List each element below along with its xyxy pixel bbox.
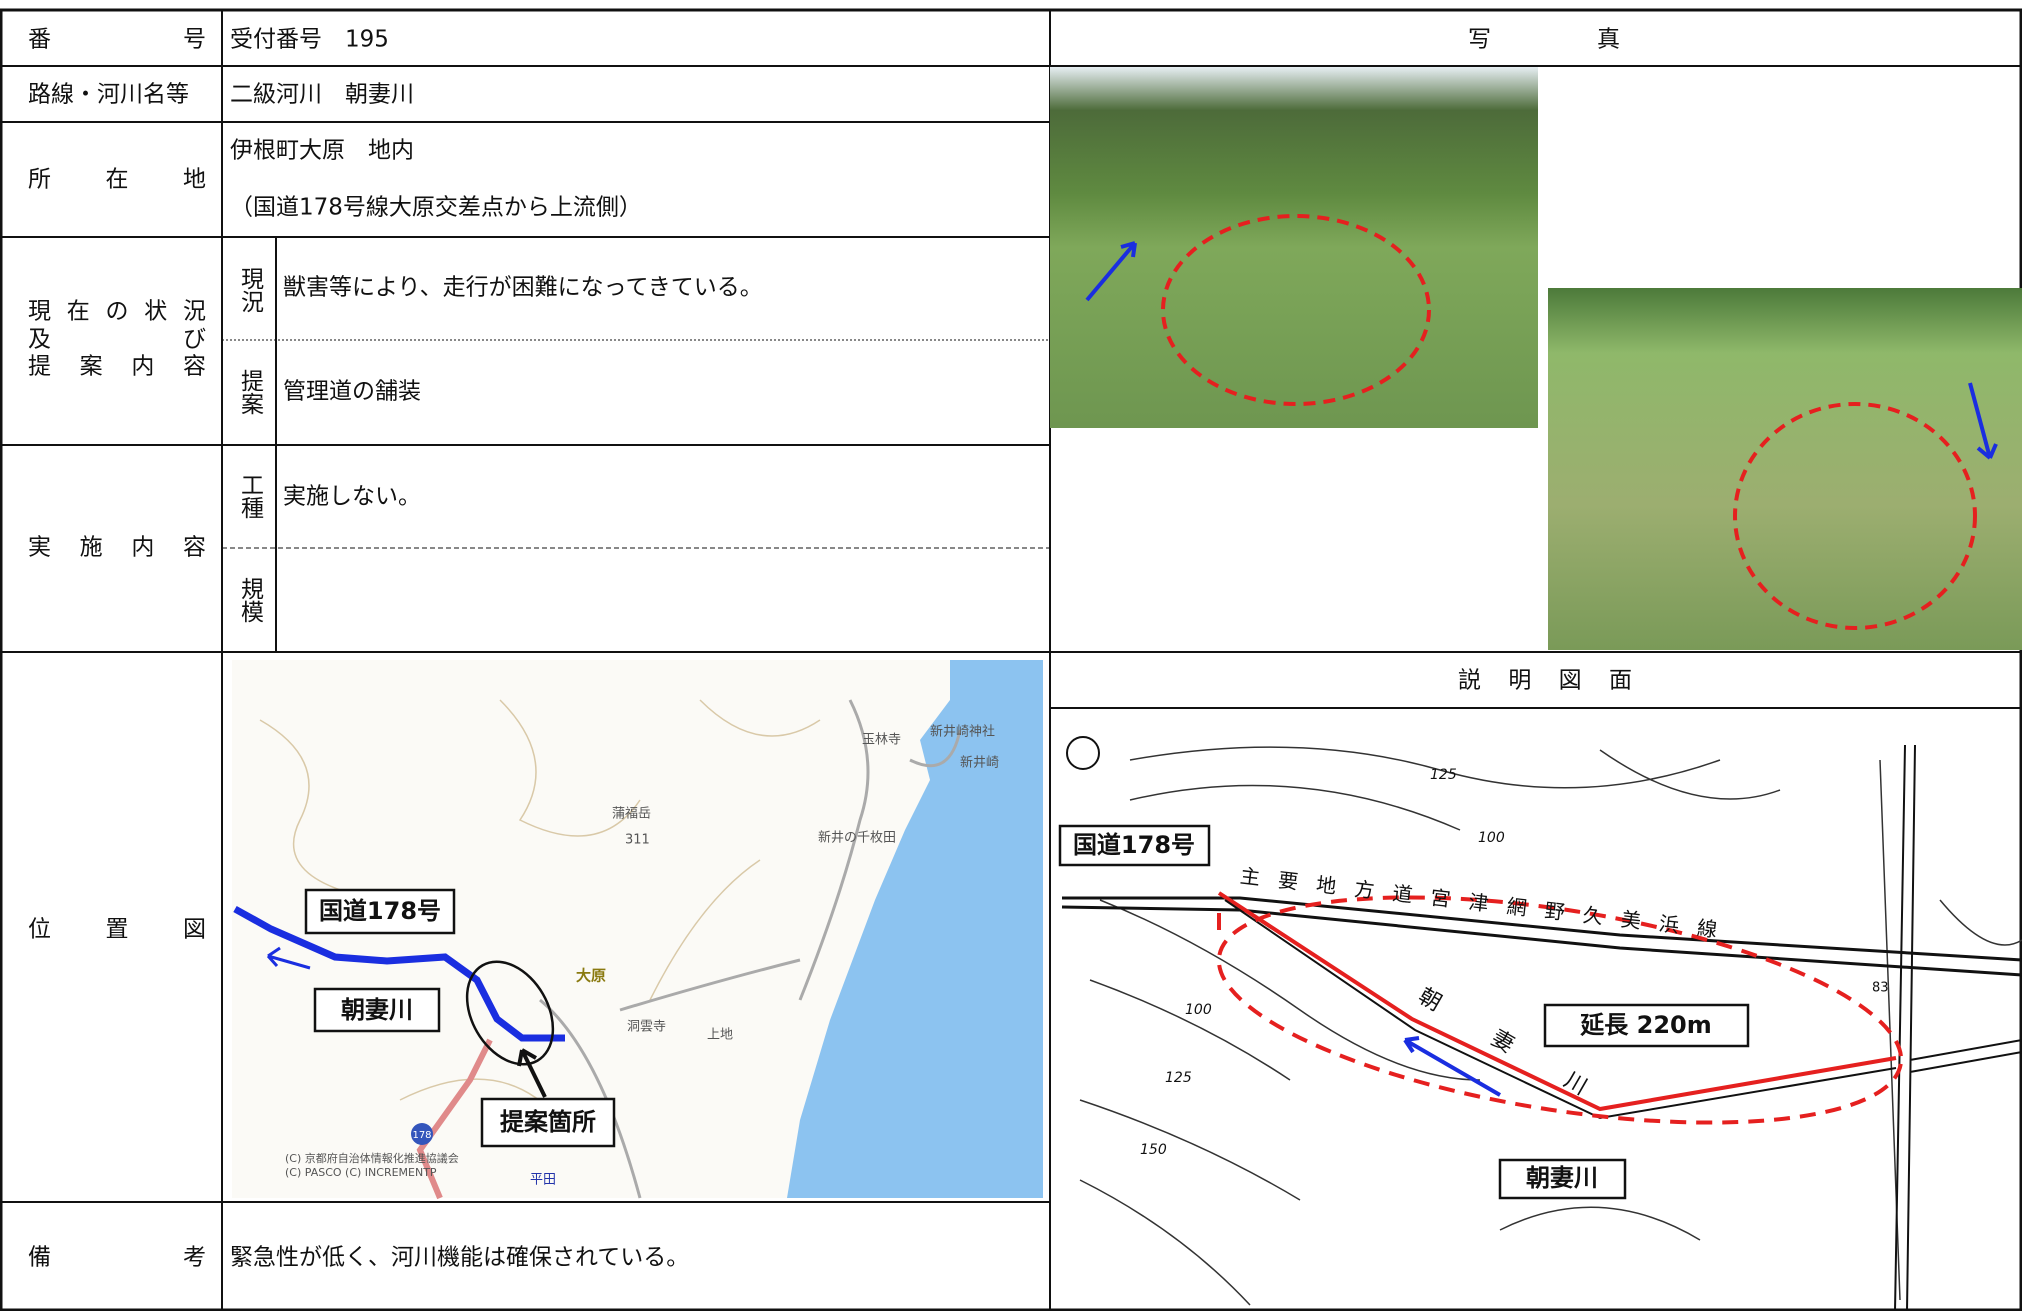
label: 現在の状況 [28,299,206,325]
contour [259,699,821,1121]
drawing-label: 国道178号 [1073,831,1195,859]
route-shield [411,1123,433,1145]
river [233,905,565,1042]
value: 管理道の舗装 [283,379,421,405]
map-credit: (C) 京都府自治体情報化推進協議会 [285,1151,459,1165]
value: （国道178号線大原交差点から上流側） [230,195,642,221]
place-label: 311 [625,833,650,848]
label: 路線・河川名等 [28,82,189,108]
national-road [416,1038,493,1200]
photo [1548,288,2022,650]
north-mark [1066,736,1100,770]
place-label: 178 [412,1130,431,1141]
annotation-box [1058,824,1211,867]
marker-ellipse [1161,214,1431,406]
contour-label: 100 [1478,830,1505,846]
flow-arrow [266,946,311,970]
road [539,699,962,1199]
label: 及び [28,327,206,353]
annotation-box [1543,1003,1750,1048]
label: 提案内容 [28,354,206,380]
annotation-box [304,888,456,935]
value: 受付番号 195 [230,27,389,53]
frame [0,8,2022,1311]
drawing-label: 朝妻川 [1526,1164,1598,1192]
annotation-box [313,987,441,1033]
explanatory-drawing: 国道178号 延長 220m 朝妻川 主要地方道宮津網野久美浜線 朝妻川 125… [1058,736,2022,1311]
table-lines [0,8,2022,1311]
drawing-label: 延長 220m [1579,1011,1711,1039]
label: 位置図 [28,917,206,943]
label: 備考 [28,1245,206,1271]
marker-ellipse [1733,402,1977,630]
place-label: 平田 [530,1173,556,1188]
section-header: 説明図面 [1458,668,1632,694]
map-credit: (C) PASCO (C) INCREMENTP [285,1166,437,1179]
place-label: 上地 [707,1028,733,1043]
flow-arrow [1085,241,1137,302]
value: 二級河川 朝妻川 [230,82,414,108]
flow-arrow [1403,1036,1502,1097]
sub-label: 規模 [237,577,265,623]
photo-image [1548,288,2022,650]
map-annotation: 朝妻川 [341,996,413,1024]
place-label: 大原 [576,967,606,985]
road-name: 主要地方道宮津網野久美浜線 [1239,864,1719,942]
place-label: 新井崎 [960,755,999,771]
value: 獣害等により、走行が困難になってきている。 [283,275,763,301]
location-map: 国道178号 朝妻川 提案箇所 玉林寺 新井崎神社 新井崎 蒲福岳 311 新井… [232,660,1043,1200]
sub-label: 提案 [237,369,265,415]
value: 伊根町大原 地内 [230,138,414,164]
place-label: 新井の千枚田 [818,830,896,846]
label: 実施内容 [28,535,206,561]
sub-label: 現況 [237,267,265,313]
sub-label: 工種 [237,473,265,519]
label: 所在地 [28,167,206,193]
annotation-box [480,1097,616,1148]
contour-label: 83 [1872,981,1889,996]
proposal-line [1217,891,1897,1112]
section-header: 写真 [1468,27,1620,53]
road [1894,744,2022,1311]
photo [1050,67,1538,428]
place-label: 蒲福岳 [612,807,651,822]
pointer-arrow [517,1048,547,1098]
channel [1224,899,1897,1120]
map-annotation: 国道178号 [319,897,441,925]
contour-label: 100 [1185,1002,1212,1018]
contour-label: 125 [1165,1070,1192,1086]
value: 実施しない。 [283,484,421,510]
place-label: 新井崎神社 [930,724,995,740]
place-label: 玉林寺 [862,733,901,748]
place-label: 洞雲寺 [627,1020,666,1035]
value: 緊急性が低く、河川機能は確保されている。 [230,1245,689,1271]
proposal-circle [465,960,555,1066]
contour-label: 150 [1140,1142,1167,1158]
road [1061,896,2022,977]
label: 番号 [28,27,206,53]
map-annotation: 提案箇所 [500,1108,596,1136]
contour-label: 125 [1430,767,1457,783]
sea [787,660,1043,1198]
annotation-box [1498,1158,1627,1200]
flow-arrow [1968,382,1998,460]
